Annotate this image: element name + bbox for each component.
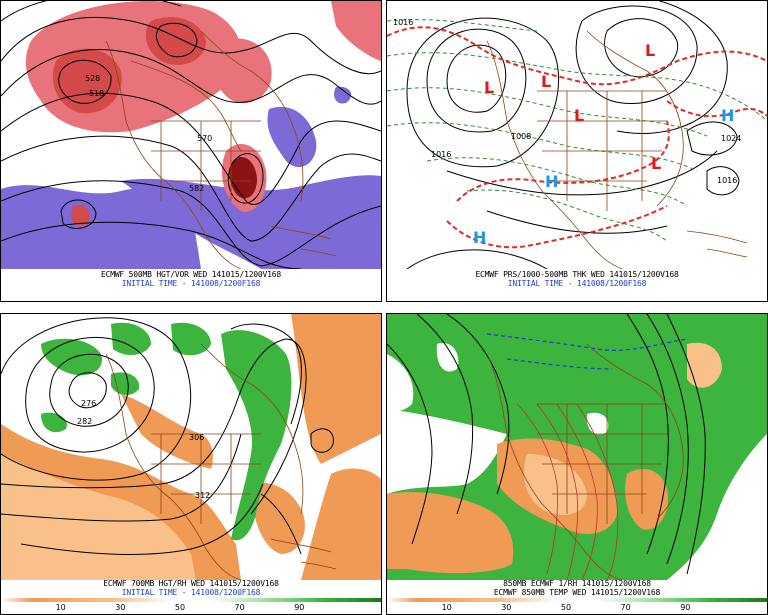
low-pressure-center: L [645,41,655,60]
map-pressure-thickness: L L L L L H H H 1016 1024 1016 1008 1016 [387,1,767,269]
negative-vorticity-region [1,86,381,269]
contour-label: 282 [77,417,92,426]
caption-initial-time: INITIAL TIME - 141008/1200F168 [121,279,261,288]
height-contours [1,317,334,555]
scale-label: 90 [294,603,305,612]
panel-pressure-thickness: L L L L L H H H 1016 1024 1016 1008 1016… [386,0,768,302]
pressure-centers: L L L L L H H H [473,41,734,247]
low-pressure-center: L [484,78,494,97]
humidity-color-scale [1,598,381,602]
scale-label: 30 [115,603,126,612]
contour-label: 276 [81,399,96,408]
contour-label: 312 [195,491,210,500]
contour-label: 582 [189,184,204,193]
coastlines [105,343,337,580]
coastlines [486,343,684,580]
panel-700mb-humidity: 276 282 306 312 ECMWF 700MB HGT/RH WED 1… [0,313,382,615]
high-pressure-center: H [545,172,558,191]
thickness-red [387,26,767,249]
contour-label: 1024 [721,134,741,143]
caption-valid-time: ECMWF 700MB HGT/RH WED 141015/1200V168 [103,579,279,588]
contour-label: 1016 [431,150,451,159]
contour-label-group: 570 582 528 518 [85,74,212,193]
scale-label: 50 [560,603,572,612]
humidity-scale-labels: 10 30 50 70 90 [387,603,767,613]
humidity-scale-labels: 10 30 50 70 90 [1,603,381,613]
contour-label-group: 276 282 306 312 [77,399,210,500]
map-850mb-temperature [387,314,767,580]
height-contours [1,1,381,269]
high-pressure-center: H [473,228,486,247]
caption-valid-time: ECMWF 500MB HGT/VOR WED 141015/1200V168 [100,270,282,279]
contour-label: 570 [197,134,212,143]
low-pressure-center: L [574,106,584,125]
scale-label: 10 [55,603,66,612]
scale-label: 70 [234,603,245,612]
scale-label: 50 [174,603,186,612]
humidity-color-scale [387,598,767,602]
dewpoint-contours-blue [486,333,688,370]
panel-500mb-vorticity: 570 582 528 518 ECMWF 500MB HGT/VOR WED … [0,0,382,302]
scale-label: 70 [620,603,631,612]
coastlines [105,30,337,269]
temperature-contours-black [387,314,706,575]
contour-label: 306 [189,433,204,442]
caption-line-2: ECMWF 850MB TEMP WED 141015/1200V168 [493,588,661,597]
contour-label: 518 [89,89,104,98]
caption-initial-time: INITIAL TIME - 141008/1200F168 [507,279,647,288]
low-pressure-center: L [651,154,661,173]
panel-850mb-temperature: 850MB ECMWF 1/RH 141015/1200V168 ECMWF 8… [386,313,768,615]
contour-label-group: 1016 1024 1016 1008 1016 [393,18,741,185]
caption-initial-time: INITIAL TIME - 141008/1200F168 [121,588,261,597]
contour-label: 1016 [393,18,413,27]
caption-valid-time: ECMWF PRS/1000-500MB THK WED 141015/1200… [475,270,679,279]
scale-label: 10 [441,603,452,612]
moist-air-region [41,322,292,541]
scale-label: 30 [501,603,512,612]
caption-line-1: 850MB ECMWF 1/RH 141015/1200V168 [503,579,651,588]
contour-label: 1008 [511,132,531,141]
coastlines [486,30,748,269]
low-pressure-center: L [541,72,551,91]
high-pressure-center: H [721,106,734,125]
scale-label: 90 [680,603,691,612]
map-500mb-vorticity: 570 582 528 518 [1,1,381,269]
map-700mb-humidity: 276 282 306 312 [1,314,381,580]
contour-label: 1016 [717,176,737,185]
contour-label: 528 [85,74,100,83]
